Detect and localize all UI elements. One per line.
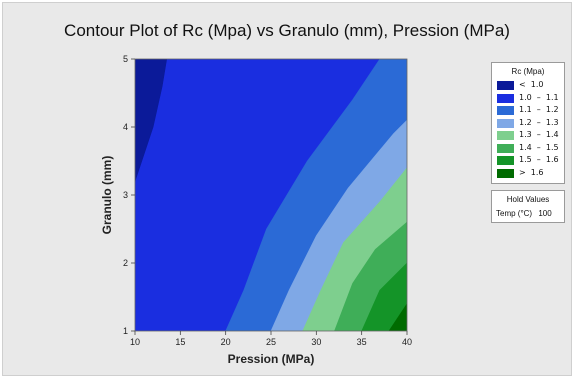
legend-swatch xyxy=(497,106,514,115)
legend-swatch xyxy=(497,156,514,165)
hold-values-box: Hold Values Temp (°C) 100 xyxy=(491,190,565,223)
legend-swatch xyxy=(497,168,514,178)
chart-frame: Contour Plot of Rc (Mpa) vs Granulo (mm)… xyxy=(2,2,572,376)
contour-plot: 10 15 20 25 30 35 40 1 2 3 4 5 Pression (MPa) Granulo… xyxy=(100,54,412,366)
x-tick-label: 10 xyxy=(130,337,140,347)
legend-label: 1.1 – 1.2 xyxy=(519,105,559,114)
contour-region-6 xyxy=(361,262,407,331)
legend-swatch xyxy=(497,93,514,103)
x-tick-label: 20 xyxy=(221,337,231,347)
contour-regions xyxy=(135,59,407,331)
contour-region-0 xyxy=(135,59,168,182)
legend-item: 1.3 – 1.4 xyxy=(497,130,563,141)
x-axis-label: Pression (MPa) xyxy=(228,352,315,366)
legend-label: 1.5 – 1.6 xyxy=(519,155,559,164)
legend-item: 1.2 – 1.3 xyxy=(497,118,563,129)
legend-swatch xyxy=(497,131,514,140)
hold-values-row: Temp (°C) 100 xyxy=(496,209,552,218)
legend-item: 1.0 – 1.1 xyxy=(497,93,563,104)
legend-label: > 1.6 xyxy=(519,167,544,177)
legend-item: 1.1 – 1.2 xyxy=(497,105,563,116)
x-tick-label: 15 xyxy=(175,337,185,347)
y-tick-label: 2 xyxy=(123,258,128,268)
x-tick-label: 35 xyxy=(357,337,367,347)
x-tick-label: 25 xyxy=(266,337,276,347)
y-tick-label: 4 xyxy=(123,122,128,132)
legend-item: > 1.6 xyxy=(497,168,563,179)
y-tick-label: 1 xyxy=(123,326,128,336)
y-axis-label: Granulo (mm) xyxy=(100,156,114,235)
legend-item: < 1.0 xyxy=(497,80,563,91)
legend-title: Rc (Mpa) xyxy=(511,67,545,76)
y-tick-label: 5 xyxy=(123,54,128,64)
legend-item: 1.4 – 1.5 xyxy=(497,143,563,154)
legend-label: 1.0 – 1.1 xyxy=(519,92,559,102)
x-tick-label: 40 xyxy=(402,337,412,347)
x-tick-label: 30 xyxy=(311,337,321,347)
legend-swatch xyxy=(497,118,514,128)
hold-values-title: Hold Values xyxy=(506,195,550,204)
chart-title: Contour Plot of Rc (Mpa) vs Granulo (mm)… xyxy=(64,21,510,40)
y-tick-label: 3 xyxy=(123,190,128,200)
legend-label: < 1.0 xyxy=(519,80,544,89)
legend-swatch xyxy=(497,143,514,153)
legend-item: 1.5 – 1.6 xyxy=(497,155,563,166)
hold-variable-value: 100 xyxy=(538,209,552,218)
legend-label: 1.4 – 1.5 xyxy=(519,142,559,152)
legend-label: 1.2 – 1.3 xyxy=(519,117,559,127)
contour-region-7 xyxy=(388,303,407,331)
legend-swatch xyxy=(497,81,514,90)
legend: Rc (Mpa) < 1.0 1.0 – 1.1 1.1 – 1.2 1.2 – 1.… xyxy=(491,62,565,184)
hold-variable-name: Temp (°C) xyxy=(496,209,533,218)
legend-label: 1.3 – 1.4 xyxy=(519,130,559,139)
